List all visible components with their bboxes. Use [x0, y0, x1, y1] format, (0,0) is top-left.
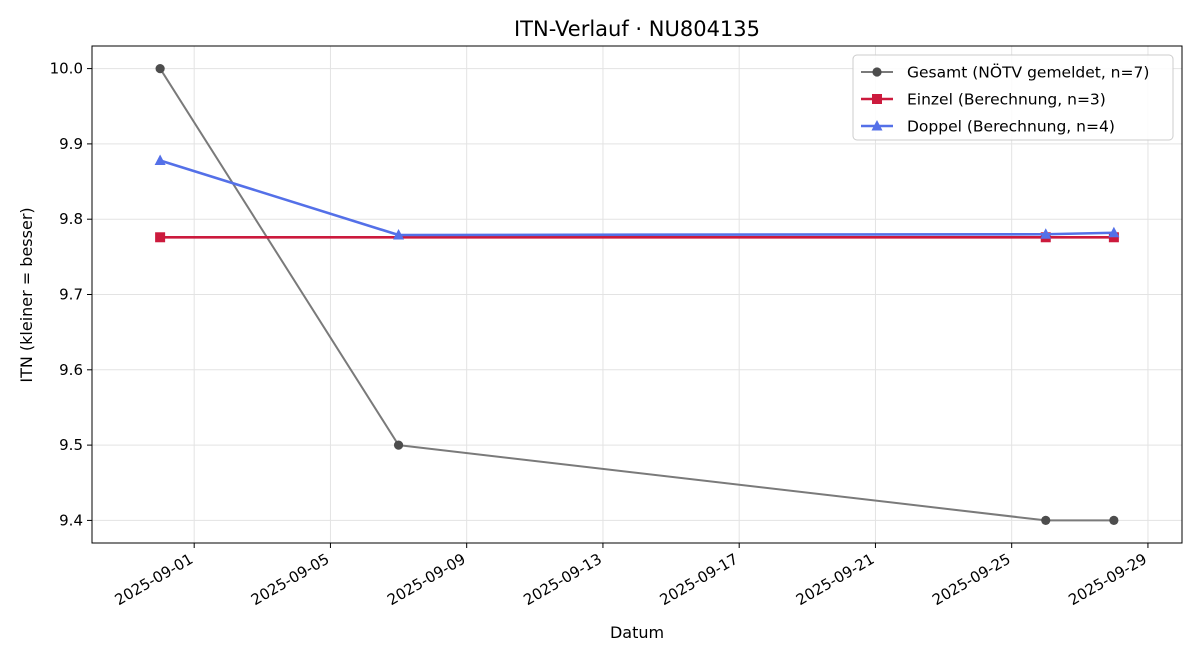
series-layer — [154, 63, 1120, 526]
legend-marker — [871, 120, 883, 131]
y-tick-label: 9.6 — [59, 361, 83, 379]
legend-label: Einzel (Berechnung, n=3) — [907, 91, 1106, 109]
series-0 — [155, 63, 1119, 526]
x-axis-title: Datum — [610, 623, 664, 642]
data-point — [393, 440, 404, 450]
y-tick-label: 9.5 — [59, 436, 83, 454]
y-tick-label: 10.0 — [50, 60, 83, 78]
series-line — [159, 68, 1114, 522]
y-tick-label: 9.7 — [59, 286, 83, 304]
series-2 — [154, 154, 1120, 240]
data-point — [155, 63, 165, 74]
legend-marker — [872, 67, 882, 77]
legend-box — [852, 54, 1174, 141]
series-line — [159, 159, 1114, 237]
data-point — [1108, 232, 1119, 243]
y-tick-label: 9.4 — [59, 511, 83, 529]
data-point — [393, 229, 405, 240]
data-point — [1040, 228, 1052, 239]
legend-label: Doppel (Berechnung, n=4) — [907, 118, 1115, 136]
data-point — [1108, 226, 1120, 238]
legend: Gesamt (NÖTV gemeldet, n=7) Einzel (Berec… — [852, 54, 1174, 141]
data-point — [1041, 515, 1051, 526]
chart-title: ITN-Verlauf · NU804135 — [514, 17, 760, 41]
legend-marker — [872, 94, 882, 104]
y-tick-label: 9.8 — [59, 210, 83, 228]
data-point — [1109, 515, 1119, 526]
data-point — [154, 154, 166, 165]
y-axis-title: ITN (kleiner = besser) — [17, 207, 36, 382]
data-point — [155, 232, 166, 243]
legend-label: Gesamt (NÖTV gemeldet, n=7) — [907, 63, 1149, 82]
y-tick-label: 9.9 — [59, 135, 83, 153]
